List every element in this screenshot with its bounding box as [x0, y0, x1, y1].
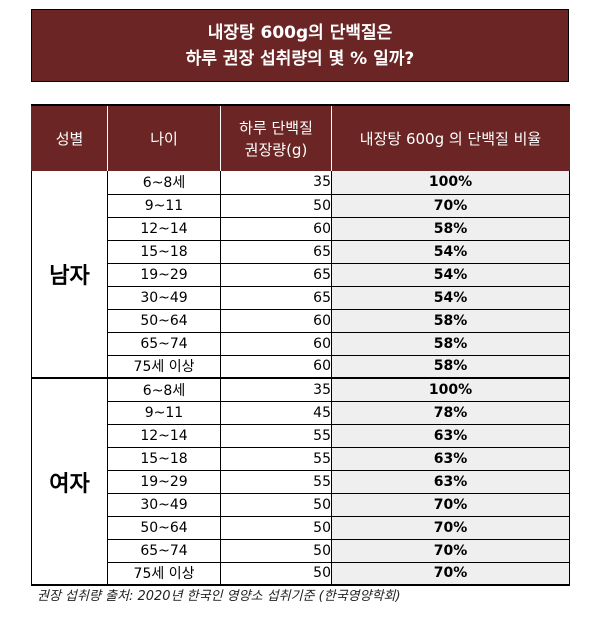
age-cell: 65~74	[107, 332, 221, 356]
requirement-cell: 35	[220, 171, 332, 195]
age-cell: 50~64	[107, 309, 221, 333]
age-cell: 9~11	[107, 194, 221, 218]
age-cell: 19~29	[107, 470, 221, 494]
table-row: 75세 이상 50 70%	[32, 562, 570, 586]
table-row: 19~29 55 63%	[32, 470, 570, 494]
requirement-cell: 50	[220, 562, 332, 586]
ratio-cell: 54%	[331, 286, 570, 310]
requirement-cell: 65	[220, 263, 332, 287]
table-row: 12~14 55 63%	[32, 424, 570, 448]
header-gender: 성별	[31, 105, 108, 171]
source-footnote: 권장 섭취량 출처: 2020년 한국인 영양소 섭취기준 (한국영양학회)	[37, 589, 401, 604]
requirement-cell: 35	[220, 378, 332, 402]
gender-cell: 여자	[31, 378, 108, 586]
table-row: 50~64 50 70%	[32, 516, 570, 540]
title-line-2: 하루 권장 섭취량의 몇 % 일까?	[185, 48, 415, 69]
ratio-cell: 58%	[331, 332, 570, 356]
requirement-cell: 55	[220, 447, 332, 471]
requirement-cell: 55	[220, 470, 332, 494]
header-ratio: 내장탕 600g 의 단백질 비율	[331, 105, 570, 171]
age-cell: 15~18	[107, 240, 221, 264]
ratio-cell: 70%	[331, 493, 570, 517]
table-row: 65~74 60 58%	[32, 332, 570, 356]
requirement-cell: 60	[220, 309, 332, 333]
table-row: 12~14 60 58%	[32, 217, 570, 241]
table-row: 50~64 60 58%	[32, 309, 570, 333]
ratio-cell: 70%	[331, 539, 570, 563]
table-row: 30~49 50 70%	[32, 493, 570, 517]
age-cell: 6~8세	[107, 171, 221, 195]
age-cell: 12~14	[107, 424, 221, 448]
age-cell: 75세 이상	[107, 355, 221, 379]
title-line-1: 내장탕 600g의 단백질은	[207, 22, 393, 43]
age-cell: 6~8세	[107, 378, 221, 402]
table-row: 15~18 55 63%	[32, 447, 570, 471]
age-cell: 30~49	[107, 493, 221, 517]
ratio-cell: 70%	[331, 194, 570, 218]
requirement-cell: 45	[220, 401, 332, 425]
ratio-cell: 100%	[331, 171, 570, 195]
requirement-cell: 55	[220, 424, 332, 448]
table-row: 9~11 45 78%	[32, 401, 570, 425]
age-cell: 75세 이상	[107, 562, 221, 586]
ratio-cell: 63%	[331, 447, 570, 471]
requirement-cell: 50	[220, 194, 332, 218]
requirement-cell: 65	[220, 286, 332, 310]
ratio-cell: 54%	[331, 263, 570, 287]
age-cell: 19~29	[107, 263, 221, 287]
gender-cell: 남자	[31, 171, 108, 379]
header-requirement-line-1: 하루 단백질	[239, 118, 313, 137]
table-row: 9~11 50 70%	[32, 194, 570, 218]
age-cell: 50~64	[107, 516, 221, 540]
requirement-cell: 50	[220, 539, 332, 563]
requirement-cell: 50	[220, 516, 332, 540]
age-cell: 30~49	[107, 286, 221, 310]
requirement-cell: 60	[220, 217, 332, 241]
header-requirement: 하루 단백질 권장량(g)	[220, 105, 332, 171]
table-row: 남자 6~8세 35 100%	[31, 171, 570, 379]
table-row: 30~49 65 54%	[32, 286, 570, 310]
ratio-cell: 100%	[331, 378, 570, 402]
ratio-cell: 63%	[331, 470, 570, 494]
age-cell: 9~11	[107, 401, 221, 425]
ratio-cell: 78%	[331, 401, 570, 425]
ratio-cell: 58%	[331, 355, 570, 379]
ratio-cell: 54%	[331, 240, 570, 264]
ratio-cell: 70%	[331, 516, 570, 540]
table-row: 65~74 50 70%	[32, 539, 570, 563]
requirement-cell: 60	[220, 355, 332, 379]
ratio-cell: 70%	[331, 562, 570, 586]
table-row: 75세 이상 60 58%	[32, 355, 570, 379]
ratio-cell: 58%	[331, 217, 570, 241]
header-requirement-line-2: 권장량(g)	[244, 140, 308, 159]
requirement-cell: 65	[220, 240, 332, 264]
age-cell: 15~18	[107, 447, 221, 471]
table-row: 19~29 65 54%	[32, 263, 570, 287]
title-banner: 내장탕 600g의 단백질은 하루 권장 섭취량의 몇 % 일까?	[31, 9, 569, 82]
table-row: 15~18 65 54%	[32, 240, 570, 264]
age-cell: 65~74	[107, 539, 221, 563]
header-age: 나이	[107, 105, 221, 171]
protein-table: 성별 나이 하루 단백질 권장량(g) 내장탕 600g 의 단백질 비율 남자…	[31, 104, 570, 586]
age-cell: 12~14	[107, 217, 221, 241]
requirement-cell: 60	[220, 332, 332, 356]
requirement-cell: 50	[220, 493, 332, 517]
table-row: 여자 6~8세 35 100%	[31, 378, 570, 586]
table-body: 남자 6~8세 35 100% 9~11 50 70% 12~14 60 58% 15~18 65 54…	[31, 171, 570, 586]
ratio-cell: 63%	[331, 424, 570, 448]
table-header-row: 성별 나이 하루 단백질 권장량(g) 내장탕 600g 의 단백질 비율	[31, 105, 570, 171]
ratio-cell: 58%	[331, 309, 570, 333]
